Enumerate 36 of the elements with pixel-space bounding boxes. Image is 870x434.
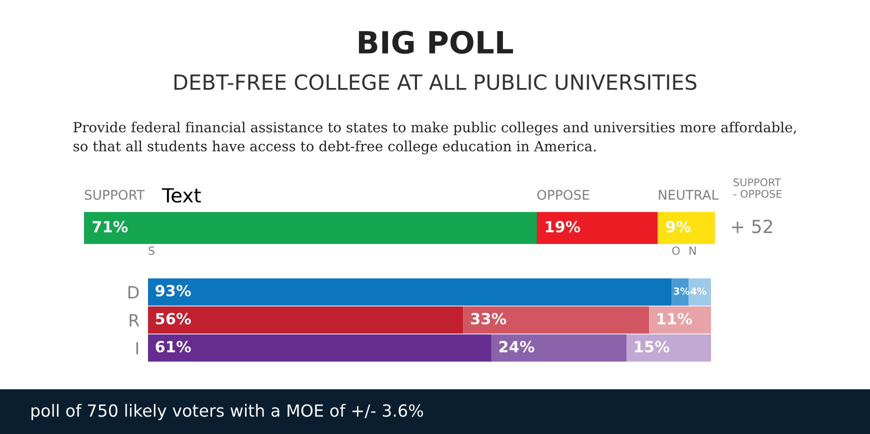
- data-label: 93%: [156, 284, 191, 296]
- data-label: 24%: [499, 340, 534, 352]
- series-label: SUPPORT: [84, 190, 145, 200]
- bar: [672, 278, 688, 306]
- text: N: [690, 246, 696, 255]
- series-label: NEUTRAL: [658, 190, 719, 200]
- series-label: OPPOSE: [537, 190, 590, 200]
- bar: [463, 306, 650, 334]
- bar: [148, 306, 464, 334]
- bar: [649, 306, 711, 334]
- data-label: 19%: [546, 220, 580, 232]
- data-label: 71%: [92, 220, 128, 232]
- data-label: 4%: [690, 287, 706, 295]
- data-label: 9%: [666, 220, 691, 232]
- text: O: [672, 246, 680, 255]
- y-tick-label: D: [128, 286, 139, 298]
- bar: [626, 334, 711, 362]
- bar: [688, 278, 711, 306]
- data-label: 56%: [156, 312, 191, 324]
- y-tick-label: I: [136, 342, 138, 354]
- data-label: 61%: [156, 340, 191, 352]
- bar: [148, 334, 492, 362]
- text: Text: [162, 188, 201, 203]
- bar: [491, 334, 627, 362]
- data-label: 33%: [471, 312, 506, 324]
- text: + 52: [732, 220, 772, 234]
- text: Provide federal financial assistance to states to make public colleges and universities more affordable, so that all students have access to debt-free college education in America.: [74, 122, 796, 154]
- data-label: 3%: [674, 287, 690, 295]
- chart-subtitle: DEBT-FREE COLLEGE AT ALL PUBLIC UNIVERSITIES: [174, 74, 696, 90]
- data-label: 11%: [658, 312, 692, 324]
- data-label: 15%: [635, 340, 670, 352]
- y-tick-label: R: [130, 314, 140, 326]
- chart-title: BIG POLL: [358, 30, 514, 54]
- text: S: [148, 246, 154, 255]
- text: SUPPORT - OPPOSE: [734, 178, 782, 198]
- text: poll of 750 likely voters with a MOE of +/- 3.6%: [32, 404, 424, 420]
